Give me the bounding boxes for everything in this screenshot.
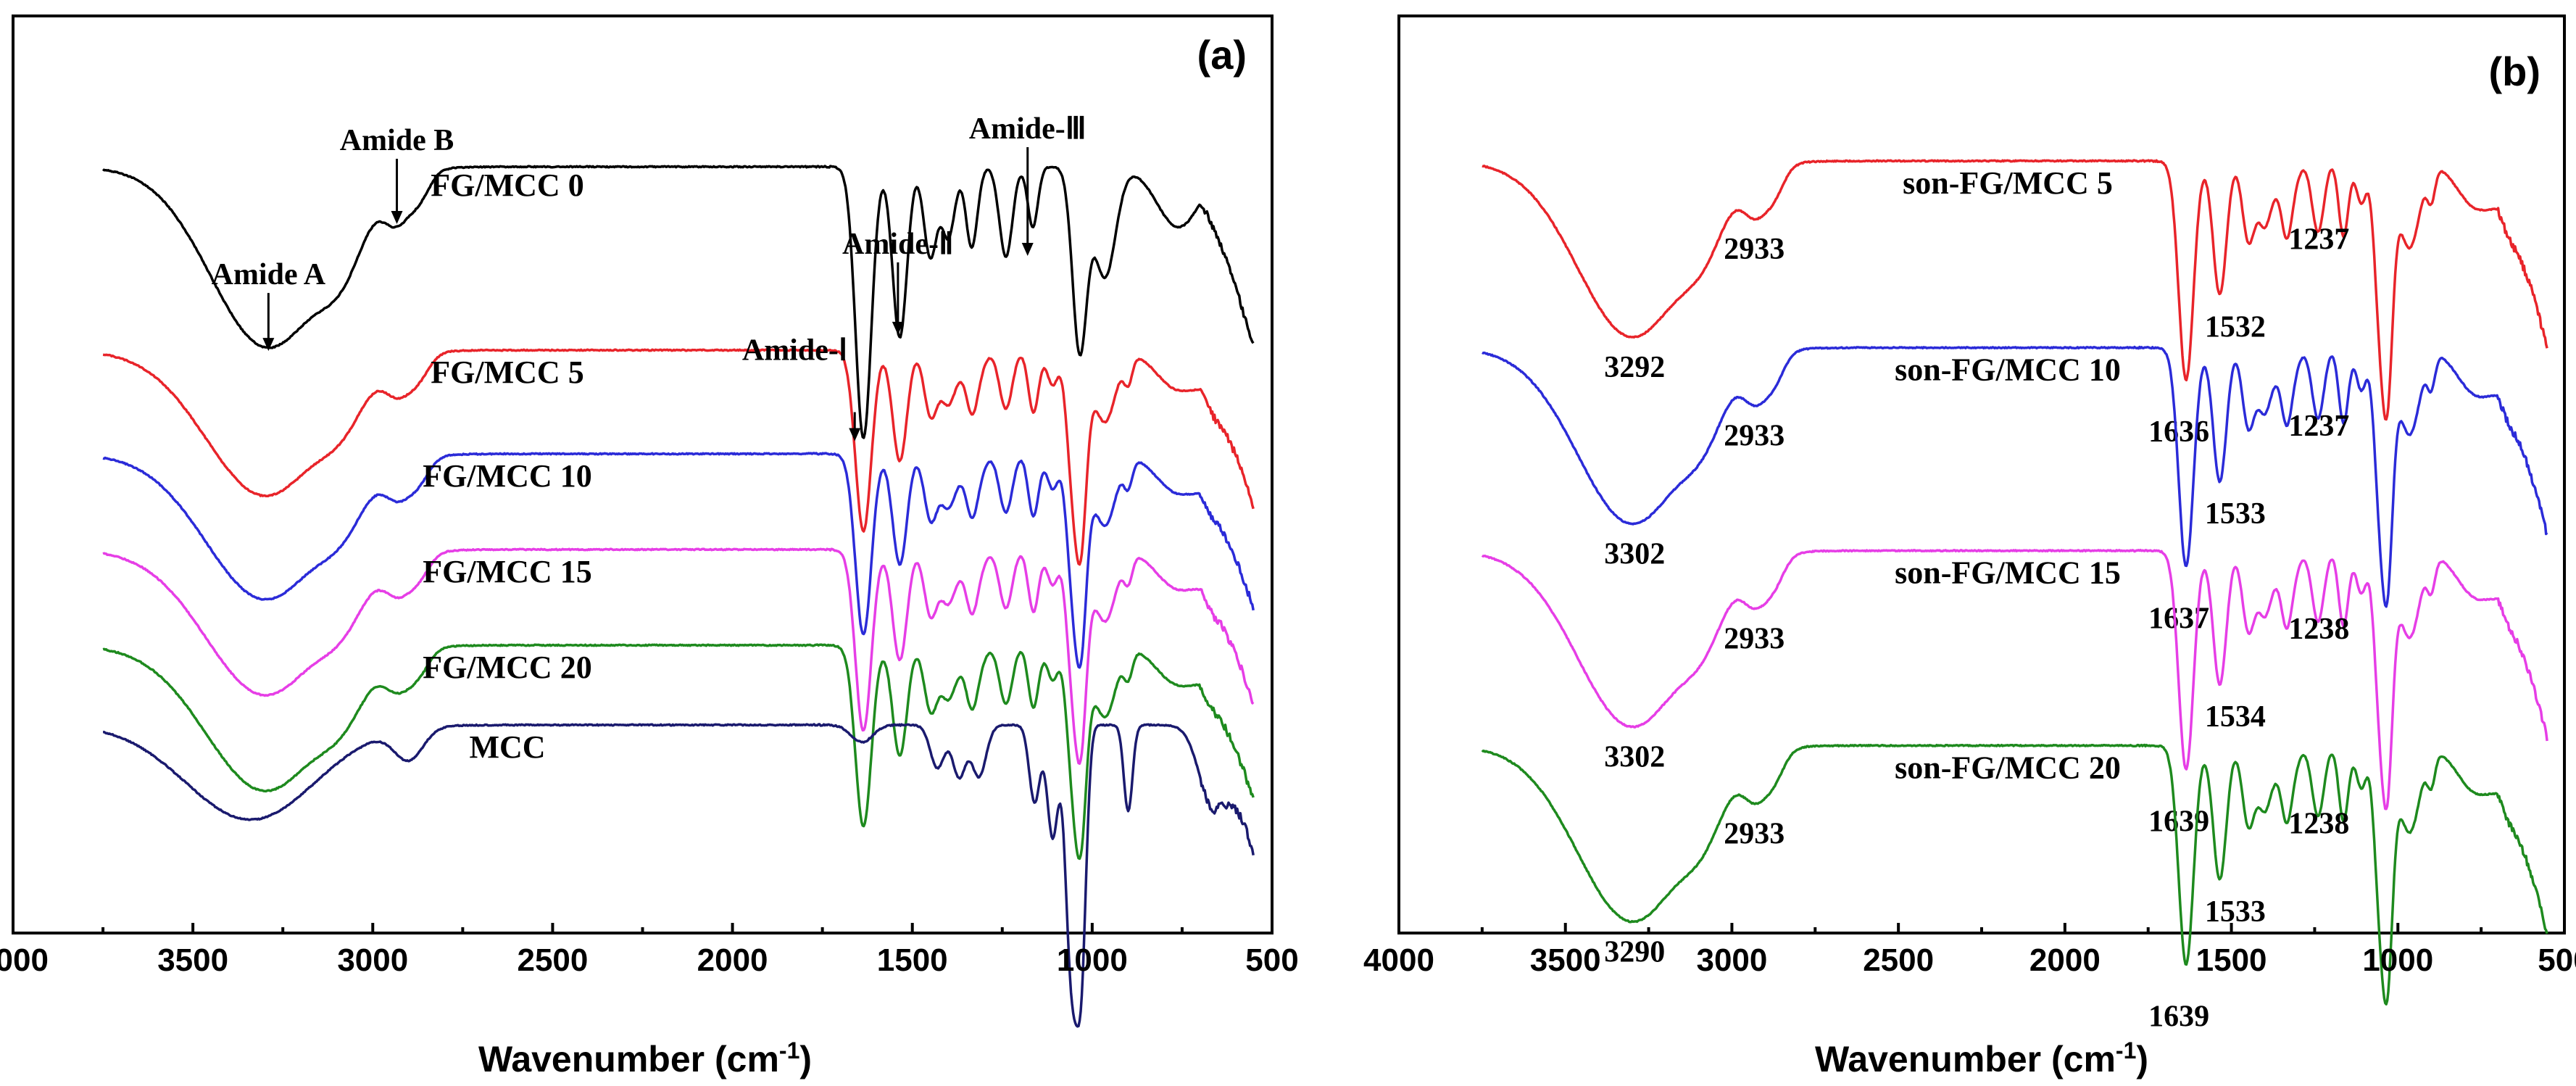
peak-label: 1534 [2205,700,2266,734]
peak-label: 2933 [1724,420,1784,453]
series-label: FG/MCC 10 [423,458,591,494]
peak-label: 1533 [2205,497,2266,531]
peak-label: 1533 [2205,895,2266,929]
peak-label: 2933 [1724,233,1784,266]
peak-label: 3302 [1604,740,1665,774]
annotation-label: Amide B [340,124,454,157]
series-label: son-FG/MCC 5 [1903,165,2113,201]
x-tick-label: 1000 [2362,942,2433,978]
panel-b-x-axis-title: Wavenumber (cm-1) [1815,1037,2148,1079]
peak-label: 1639 [2148,805,2209,838]
peak-label: 1238 [2288,613,2349,646]
series-label: FG/MCC 15 [423,554,591,589]
annotation-arrow-head [391,210,403,224]
annotation-arrow-head [262,338,275,352]
x-tick-label: 3500 [1530,942,1601,978]
x-tick-label: 4000 [1363,942,1434,978]
x-tick-label: 1500 [2196,942,2267,978]
series-line-fg-mcc-15 [102,547,1255,766]
panel-a-label: (a) [1197,32,1247,78]
x-tick-label: 2500 [1863,942,1934,978]
series-line-son-fg-mcc-5 [1482,159,2548,421]
peak-label: 1637 [2148,602,2209,635]
series-line-mcc [102,723,1255,1028]
series-line-fg-mcc-20 [102,643,1255,861]
annotation-arrow-head [1021,242,1034,256]
x-tick-label: 3500 [157,942,228,978]
annotation-label: Amide-Ⅱ [842,228,954,261]
peak-label: 1237 [2288,410,2349,443]
panel-b: (b) son-FG/MCC 5 3292 2933 1636 1532 1237 son-… [1363,14,2576,1079]
peak-label: 2933 [1724,818,1784,851]
peak-label: 1636 [2148,415,2209,449]
series-label: MCC [469,729,545,765]
peak-label: 1238 [2288,808,2349,841]
series-line-son-fg-mcc-20 [1481,743,2548,1006]
x-tick-label: 1500 [877,942,948,978]
peak-label: 3290 [1604,935,1665,969]
series-label: son-FG/MCC 10 [1895,352,2121,388]
annotation-arrow-head [849,428,861,442]
x-tick-label: 4000 [0,942,49,978]
series-line-fg-mcc-10 [102,452,1255,669]
series-line-son-fg-mcc-15 [1481,548,2548,811]
series-line-son-fg-mcc-10 [1482,345,2548,608]
x-tick-label: 500 [1245,942,1298,978]
x-tick-label: 2500 [517,942,588,978]
x-tick-label: 3000 [1696,942,1767,978]
x-tick-label: 2000 [697,942,768,978]
annotation-label: Amide-Ⅲ [969,112,1087,146]
annotation-label: Amide-Ⅰ [742,333,847,367]
peak-label: 3302 [1604,537,1665,571]
panel-b-label: (b) [2488,49,2540,94]
panel-a-x-axis-title: Wavenumber (cm-1) [478,1037,812,1079]
series-label: son-FG/MCC 15 [1895,555,2121,591]
annotation-arrow-head [892,321,904,335]
series-label: son-FG/MCC 20 [1895,750,2121,785]
series-label: FG/MCC 20 [423,650,591,685]
series-label: FG/MCC 5 [431,355,583,390]
panel-a: (a) FG/MCC 0 FG/MCC 5 FG/MCC 10 FG/MCC 15 FG… [0,14,1299,1079]
annotation-label: Amide A [212,258,326,291]
x-tick-label: 3000 [337,942,408,978]
x-tick-label: 500 [2538,942,2576,978]
peak-label: 3292 [1604,351,1665,384]
peak-label: 1237 [2288,223,2349,256]
x-tick-label: 1000 [1057,942,1128,978]
peak-label: 1532 [2205,310,2266,344]
peak-label: 2933 [1724,623,1784,656]
series-line-fg-mcc-0 [101,165,1255,439]
peak-label: 1639 [2148,1000,2209,1033]
series-label: FG/MCC 0 [431,167,583,203]
series-line-fg-mcc-5 [102,348,1255,566]
x-tick-label: 2000 [2029,942,2101,978]
